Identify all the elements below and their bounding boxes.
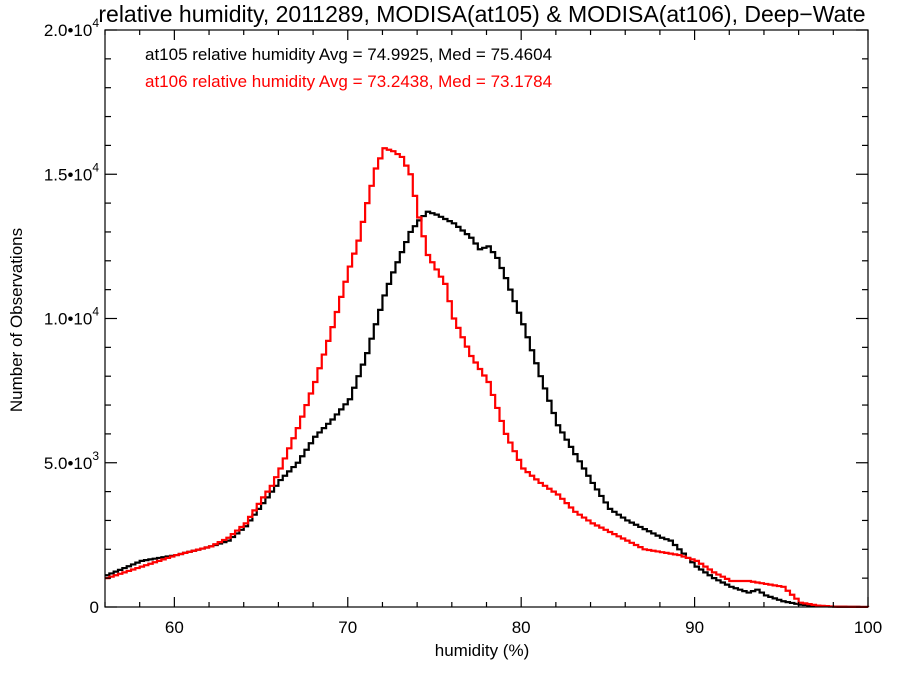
y-tick-label: 1.0•104 — [44, 305, 100, 329]
stats-annotation-0: at105 relative humidity Avg = 74.9925, M… — [145, 45, 552, 64]
histogram-series-1 — [105, 147, 870, 609]
y-tick-label: 1.5•104 — [44, 160, 100, 184]
legend-annotations: at105 relative humidity Avg = 74.9925, M… — [145, 45, 552, 91]
y-tick-label: 5.0•103 — [44, 449, 100, 473]
x-tick-label: 60 — [165, 618, 184, 637]
x-tick-label: 70 — [338, 618, 357, 637]
plot-frame — [104, 29, 869, 608]
x-axis-label: humidity (%) — [435, 641, 529, 660]
x-tick-label: 80 — [512, 618, 531, 637]
x-tick-label: 90 — [685, 618, 704, 637]
y-tick-label: 2.0•104 — [44, 16, 100, 40]
ticks-layer: 60 70 80 90 100 0 5.0•103 1.0•104 1.5•104 2.0•104 — [44, 16, 882, 637]
histogram-series-0 — [105, 210, 870, 609]
stats-annotation-1: at106 relative humidity Avg = 73.2438, M… — [145, 72, 552, 91]
series-layer — [105, 147, 870, 609]
axes-layer — [104, 29, 869, 608]
x-tick-label: 100 — [854, 618, 882, 637]
y-tick-label: 0 — [90, 598, 99, 617]
y-axis-label: Number of Observations — [7, 228, 26, 412]
chart-title: relative humidity, 2011289, MODISA(at105… — [98, 1, 865, 27]
